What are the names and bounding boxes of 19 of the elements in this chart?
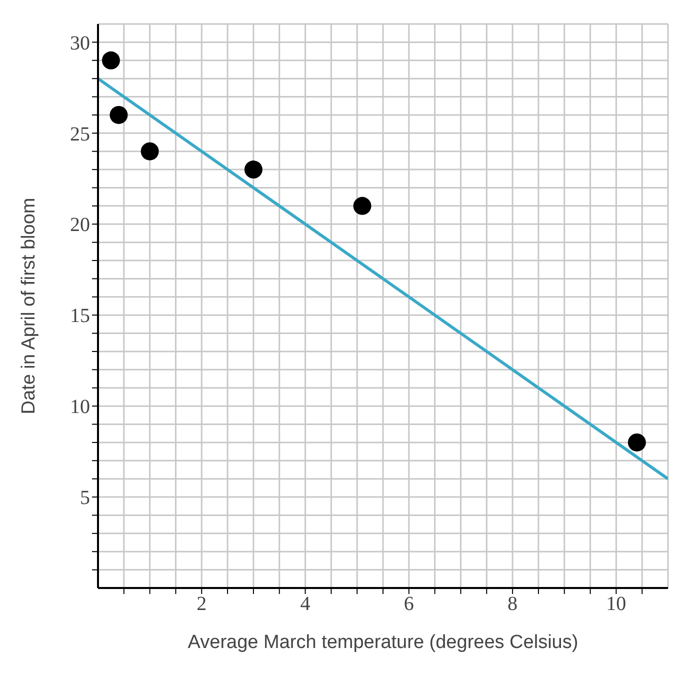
y-tick-label: 25 (70, 123, 90, 146)
y-tick-label: 5 (80, 487, 90, 510)
point (353, 196, 372, 215)
x-tick-label: 8 (508, 593, 518, 616)
x-tick-label: 10 (606, 593, 626, 616)
point (140, 142, 159, 160)
x-tick-label: 4 (300, 593, 310, 616)
y-axis-title: Date in April of first bloom (18, 198, 40, 414)
x-tick-label: 2 (196, 593, 207, 616)
point (102, 51, 120, 70)
y-tick-label: 15 (70, 305, 90, 328)
point (244, 160, 262, 179)
x-tick-label: 6 (404, 593, 414, 616)
point (628, 433, 646, 452)
y-tick-label: 30 (70, 32, 90, 54)
y-tick-label: 10 (70, 396, 90, 418)
y-tick-label: 20 (70, 214, 90, 236)
point (110, 106, 128, 124)
x-axis-title: Average March temperature (degrees Celsius) (188, 632, 578, 653)
